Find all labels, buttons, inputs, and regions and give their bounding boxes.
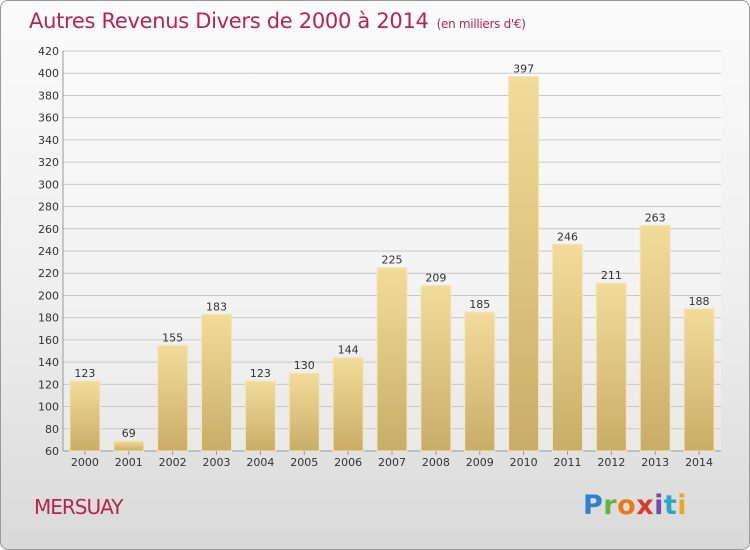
x-tick-label: 2004 (246, 456, 274, 469)
x-tick-label: 2007 (378, 456, 406, 469)
bar-2007 (376, 267, 408, 452)
data-label: 188 (689, 295, 710, 308)
data-label: 130 (294, 359, 315, 372)
data-label: 225 (382, 254, 403, 267)
y-tick-label: 320 (38, 156, 59, 169)
data-label: 209 (425, 271, 446, 284)
data-label: 246 (557, 230, 578, 243)
x-tick-label: 2008 (422, 456, 450, 469)
data-label: 211 (601, 269, 622, 282)
bar-2010 (508, 76, 540, 452)
bar-2011 (551, 243, 583, 452)
bar-2013 (639, 224, 671, 452)
x-tick-label: 2010 (510, 456, 538, 469)
chart-title: Autres Revenus Divers de 2000 à 2014 (en … (29, 9, 526, 33)
bar-2008 (420, 284, 452, 452)
x-tick-label: 2009 (466, 456, 494, 469)
bar-2004 (244, 380, 276, 452)
bar-2014 (683, 308, 715, 452)
chart-title-main: Autres Revenus Divers de 2000 à 2014 (29, 9, 429, 33)
y-tick-label: 340 (38, 134, 59, 147)
bar-2005 (288, 372, 320, 452)
place-name: MERSUAY (34, 495, 123, 519)
x-tick-label: 2011 (553, 456, 581, 469)
y-tick-label: 200 (38, 289, 59, 302)
x-tick-label: 2000 (71, 456, 99, 469)
y-tick-label: 300 (38, 178, 59, 191)
y-tick-label: 160 (38, 334, 59, 347)
y-tick-label: 260 (38, 223, 59, 236)
data-label: 144 (338, 344, 359, 357)
chart-subtitle: (en milliers d'€) (436, 17, 526, 31)
bar-2012 (595, 282, 627, 452)
y-tick-label: 140 (38, 356, 59, 369)
y-tick-label: 420 (38, 45, 59, 58)
y-tick-label: 400 (38, 67, 59, 80)
data-label: 185 (469, 298, 490, 311)
x-tick-label: 2003 (203, 456, 231, 469)
y-tick-label: 380 (38, 89, 59, 102)
y-tick-label: 180 (38, 312, 59, 325)
data-label: 123 (74, 367, 95, 380)
y-tick-label: 60 (45, 445, 59, 458)
y-tick-label: 100 (38, 401, 59, 414)
brand-logo: Proxiti (583, 490, 688, 521)
y-tick-label: 120 (38, 378, 59, 391)
x-tick-label: 2006 (334, 456, 362, 469)
data-label: 263 (645, 211, 666, 224)
data-label: 397 (513, 63, 534, 76)
x-tick-label: 2014 (685, 456, 713, 469)
data-label: 155 (162, 331, 183, 344)
y-tick-label: 280 (38, 201, 59, 214)
data-label: 123 (250, 367, 271, 380)
x-tick-label: 2005 (290, 456, 318, 469)
bar-2002 (157, 344, 189, 452)
data-label: 183 (206, 300, 227, 313)
data-label: 69 (122, 427, 136, 440)
bar-2009 (464, 311, 496, 452)
y-tick-label: 80 (45, 423, 59, 436)
bar-2000 (69, 380, 101, 452)
y-tick-label: 220 (38, 267, 59, 280)
y-tick-label: 360 (38, 112, 59, 125)
bar-2003 (201, 313, 233, 452)
x-tick-label: 2013 (641, 456, 669, 469)
bar-2006 (332, 357, 364, 452)
x-tick-label: 2002 (159, 456, 187, 469)
x-tick-label: 2001 (115, 456, 143, 469)
y-tick-label: 240 (38, 245, 59, 258)
x-tick-label: 2012 (597, 456, 625, 469)
bar-2001 (113, 440, 145, 452)
